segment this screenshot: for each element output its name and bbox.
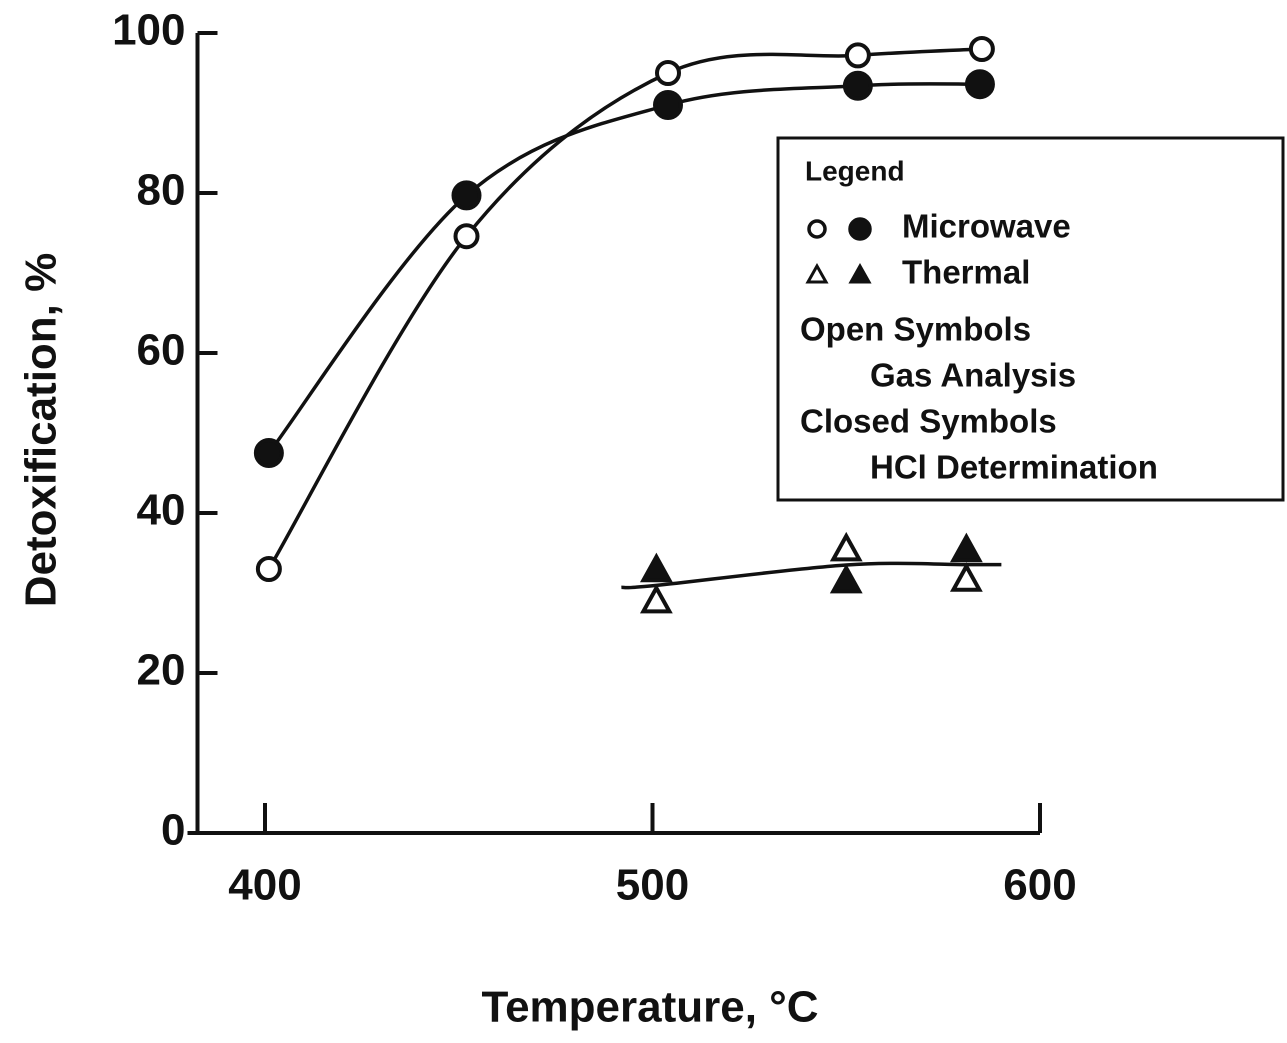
x-tick-label: 400 <box>228 861 301 910</box>
open-triangle <box>829 531 863 562</box>
legend-box <box>776 136 1285 502</box>
closed-triangle <box>639 552 673 583</box>
closed-circle <box>842 70 873 101</box>
open-circle <box>844 42 871 69</box>
x-tick-label: 500 <box>616 861 689 910</box>
legend-note: Open Symbols <box>800 311 1031 348</box>
closed-triangle <box>949 532 983 563</box>
closed-triangle <box>829 563 863 594</box>
x-tick-label: 600 <box>1003 861 1076 910</box>
legend-symbol <box>848 262 872 284</box>
fit-curve <box>267 47 982 570</box>
open-triangle <box>949 562 983 592</box>
open-circle <box>655 60 681 86</box>
legend-note: Closed Symbols <box>800 403 1057 440</box>
open-circle <box>453 223 480 250</box>
y-tick-label: 40 <box>137 486 186 535</box>
legend-title: Legend <box>805 155 905 186</box>
fit-curve <box>267 82 980 455</box>
legend-symbol <box>807 219 827 239</box>
open-circle <box>968 36 995 62</box>
legend-symbol <box>805 262 829 284</box>
y-tick-label: 80 <box>137 166 186 215</box>
x-axis-label: Temperature, °C <box>481 983 818 1032</box>
y-tick-label: 60 <box>137 326 186 375</box>
trend-line <box>621 561 1002 590</box>
legend-symbol <box>848 217 872 241</box>
legend-note: HCl Determination <box>870 449 1158 486</box>
legend-note: Gas Analysis <box>870 357 1076 394</box>
open-circle <box>255 556 282 582</box>
closed-circle <box>964 69 995 100</box>
closed-circle <box>253 438 284 468</box>
closed-circle <box>451 180 482 211</box>
y-tick-label: 20 <box>137 646 186 695</box>
legend-label: Thermal <box>902 254 1030 291</box>
y-axis-label: Detoxification, % <box>17 253 66 608</box>
closed-circle <box>653 90 683 120</box>
legend-label: Microwave <box>902 208 1071 245</box>
y-tick-label: 0 <box>161 806 185 855</box>
y-tick-label: 100 <box>112 6 185 55</box>
open-triangle <box>639 583 673 614</box>
